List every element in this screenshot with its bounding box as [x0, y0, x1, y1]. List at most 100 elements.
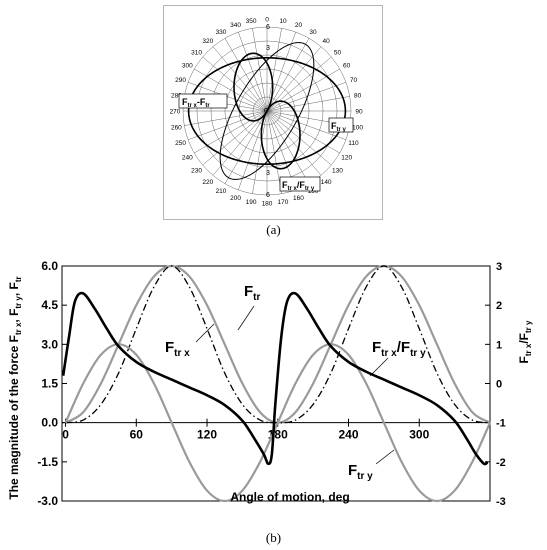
polar-spoke [252, 110, 268, 194]
polar-angle-label: 180 [262, 201, 273, 208]
radial-tick-6-bottom: 6 [266, 192, 270, 199]
y2-axis-label: Ftr x/Ftr y [517, 320, 533, 363]
polar-angle-label: 70 [350, 77, 358, 84]
polar-angle-label: 100 [352, 124, 363, 131]
polar-angle-label: 190 [246, 199, 257, 206]
y-tick-label: 3.0 [41, 337, 58, 351]
svg-text:Ftr x/Ftr y: Ftr x/Ftr y [372, 339, 426, 359]
polar-angle-label: 130 [332, 168, 343, 175]
polar-angle-label: 240 [182, 155, 193, 162]
polar-angle-label: 120 [341, 155, 352, 162]
polar-spoke [266, 110, 347, 140]
polar-spoke [224, 38, 268, 112]
polar-angle-label: 280 [171, 93, 182, 100]
polar-angle-label: 250 [175, 140, 186, 147]
series-label-ratio: Ftr x/Ftr y [369, 339, 426, 377]
polar-spoke [238, 31, 268, 112]
polar-angle-ticks: 0 102030405060708090100110120130140150160… [170, 17, 364, 208]
polar-label-ratio: Ftr x/Ftr y [279, 176, 321, 192]
line-chart-series [61, 264, 492, 503]
radial-tick-3-bottom: 3 [266, 170, 270, 177]
polar-angle-label: 300 [182, 63, 193, 70]
polar-angle-label: 30 [309, 29, 317, 36]
y2-tick-label: 3 [496, 261, 502, 273]
svg-text:Ftr x/Ftr y: Ftr x/Ftr y [282, 180, 315, 192]
y-tick-label: -3.0 [37, 494, 58, 508]
polar-chart: 0 102030405060708090100110120130140150160… [163, 5, 383, 220]
svg-text:Ftr: Ftr [244, 283, 261, 303]
polar-spoke [187, 110, 268, 140]
polar-curve-rotated [219, 42, 315, 180]
polar-angle-label: 40 [323, 38, 331, 45]
y-tick-label: 6.0 [41, 259, 58, 273]
polar-angle-label: 210 [216, 188, 227, 195]
polar-angle-label: 340 [230, 22, 241, 29]
polar-angle-label: 330 [216, 29, 227, 36]
series-line-1 [65, 265, 491, 424]
x-axis-label: Angle of motion, deg [230, 490, 349, 504]
svg-text:Ftr y: Ftr y [331, 121, 347, 133]
polar-angle-label: 260 [171, 124, 182, 131]
y2-tick-label: 0 [496, 379, 502, 391]
polar-angle-label: 20 [295, 22, 303, 29]
y2-tick-label: 2 [496, 300, 502, 312]
polar-spoke [266, 110, 340, 154]
series-line-3 [61, 291, 489, 466]
polar-spoke [187, 82, 268, 112]
polar-angle-label: 350 [246, 18, 257, 25]
series-label-ftr: Ftr [237, 283, 261, 331]
x-tick-label: 0 [62, 428, 69, 442]
x-tick-label: 60 [130, 428, 144, 442]
polar-angle-label: 320 [202, 38, 213, 45]
polar-angle-label: 270 [170, 109, 181, 116]
polar-series [187, 42, 347, 180]
series-line-2 [64, 343, 492, 503]
y2-tick-label: -3 [496, 496, 506, 508]
series-label-ftrx: Ftr x [165, 323, 215, 359]
polar-angle-label: 90 [355, 109, 363, 116]
polar-angle-label: 150 [308, 188, 319, 195]
caption-a: (a) [266, 222, 281, 237]
polar-spoke [266, 82, 347, 112]
polar-spoke [266, 110, 310, 184]
polar-angle-label: 140 [321, 179, 332, 186]
x-tick-label: 240 [338, 428, 358, 442]
polar-angle-label: 80 [354, 93, 362, 100]
polar-angle-label: 50 [334, 49, 342, 56]
polar-spoke [212, 46, 268, 112]
x-tick-label: 300 [409, 428, 429, 442]
y-tick-label: -1.5 [37, 455, 58, 469]
svg-text:Ftr y: Ftr y [348, 462, 373, 482]
polar-angle-label: 110 [348, 140, 359, 147]
polar-label-ftr-y: Ftr y [328, 117, 354, 133]
series-label-ftry: Ftr y [348, 449, 395, 482]
polar-spoke [184, 110, 268, 126]
svg-text:Ftr x: Ftr x [165, 339, 190, 359]
y2-tick-label: -2 [496, 457, 506, 469]
polar-angle-label: 230 [191, 168, 202, 175]
y-tick-label: 0.0 [41, 416, 58, 430]
polar-radial-tick-labels: 6 3 3 6 [266, 24, 270, 199]
radial-tick-3-top: 3 [266, 45, 270, 52]
radial-tick-6-top: 6 [266, 24, 270, 31]
y2-tick-label: -1 [496, 418, 506, 430]
polar-spoke [194, 68, 268, 112]
polar-center-label: 0 [264, 108, 268, 115]
x-tick-label: 120 [197, 428, 217, 442]
polar-angle-label: 160 [293, 195, 304, 202]
y-tick-label: 1.5 [41, 377, 58, 391]
polar-spoke [224, 110, 268, 184]
polar-spoke [252, 28, 268, 112]
polar-spoke [266, 28, 282, 112]
polar-spoke [212, 110, 268, 176]
polar-curve-lemniscate [233, 52, 301, 170]
polar-spoke [266, 68, 340, 112]
polar-angle-label: 170 [278, 199, 289, 206]
polar-angle-label: 310 [191, 49, 202, 56]
polar-spoke [266, 46, 322, 112]
polar-angle-label: 10 [279, 18, 287, 25]
polar-spoke [266, 110, 322, 176]
polar-label-combo: Ftr x-Ftr [178, 93, 228, 109]
